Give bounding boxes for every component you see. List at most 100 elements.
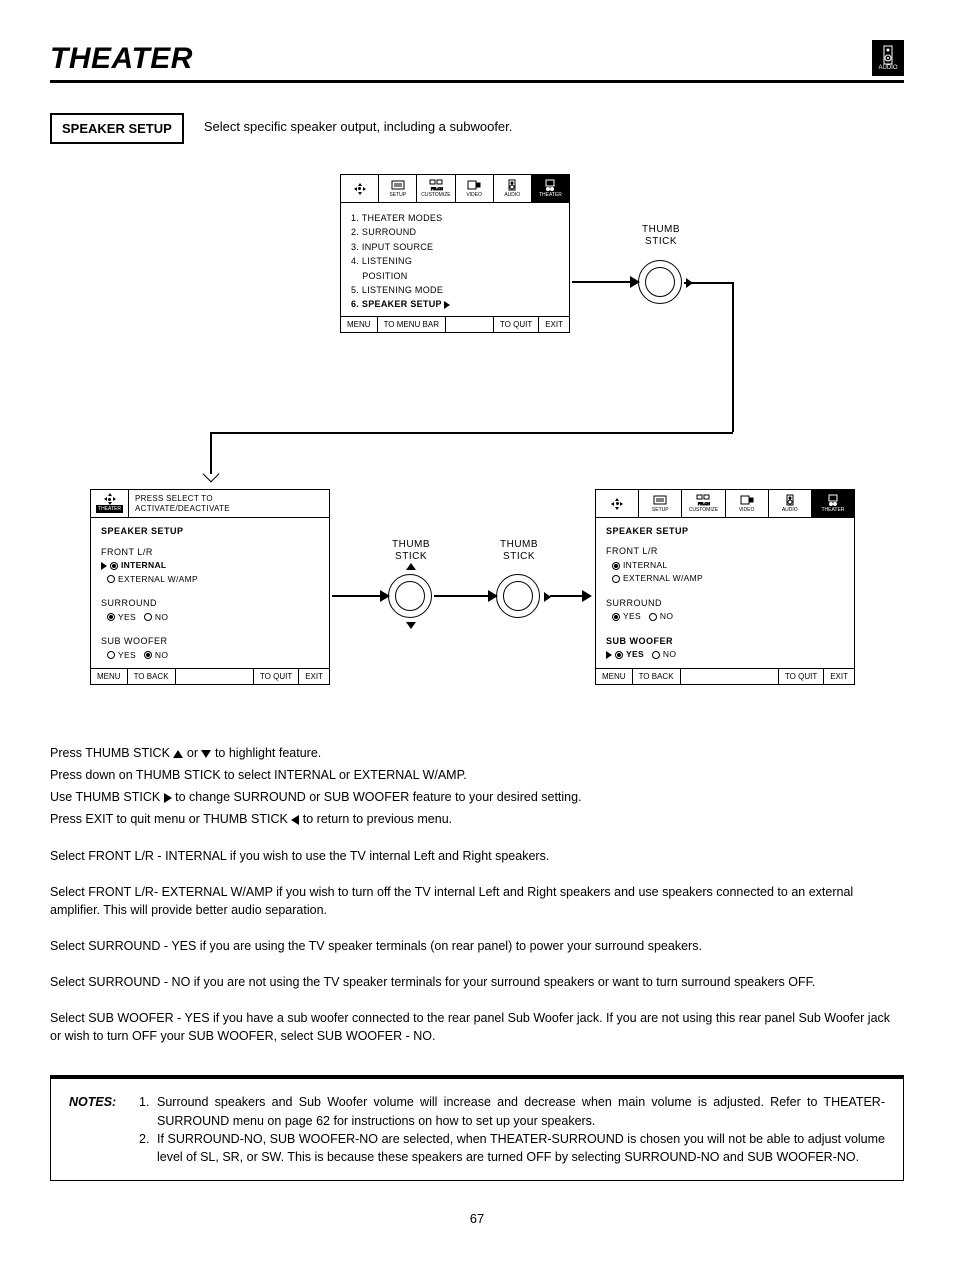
menu-tab-setup: SETUP bbox=[379, 175, 417, 202]
instr-line: Press EXIT to quit menu or THUMB STICK t… bbox=[50, 810, 904, 828]
instr-line: Press down on THUMB STICK to select INTE… bbox=[50, 766, 904, 784]
nav-icon bbox=[105, 494, 115, 504]
up-triangle-icon bbox=[173, 750, 183, 758]
svg-text:FR.CH: FR.CH bbox=[698, 501, 710, 506]
menu-tab-video: VIDEO bbox=[726, 490, 769, 517]
panel-heading: SPEAKER SETUP bbox=[101, 524, 319, 538]
footer-cell: TO QUIT bbox=[494, 317, 539, 332]
radio-icon bbox=[144, 651, 152, 659]
footer-cell: MENU bbox=[596, 669, 633, 684]
menu-item: 1. THEATER MODES bbox=[351, 211, 559, 225]
instr-para: Select FRONT L/R- EXTERNAL W/AMP if you … bbox=[50, 883, 904, 919]
instr-line: Press THUMB STICK or to highlight featur… bbox=[50, 744, 904, 762]
footer-cell: EXIT bbox=[539, 317, 569, 332]
top-panel-footer: MENUTO MENU BARTO QUITEXIT bbox=[341, 316, 569, 332]
menu-tab-customize: FR.CHCUSTOMIZE bbox=[682, 490, 725, 517]
theater-tab-icon: THEATER bbox=[96, 505, 123, 513]
radio-icon bbox=[649, 613, 657, 621]
option-row: INTERNAL bbox=[101, 559, 319, 573]
top-menu-panel: SETUPFR.CHCUSTOMIZEVIDEOAUDIOTHEATER 1. … bbox=[340, 174, 570, 333]
group-front: FRONT L/R bbox=[101, 545, 319, 559]
note-text: If SURROUND-NO, SUB WOOFER-NO are select… bbox=[157, 1130, 885, 1166]
section-row: SPEAKER SETUP Select specific speaker ou… bbox=[50, 113, 904, 144]
menu-tab-theater: THEATER bbox=[532, 175, 569, 202]
panel-heading: SPEAKER SETUP bbox=[606, 524, 844, 538]
group-surround: SURROUND bbox=[101, 596, 319, 610]
footer-cell: EXIT bbox=[824, 669, 854, 684]
down-triangle-icon bbox=[201, 750, 211, 758]
top-panel-body: 1. THEATER MODES2. SURROUND3. INPUT SOUR… bbox=[341, 203, 569, 316]
group-front: FRONT L/R bbox=[606, 544, 844, 558]
footer-cell: MENU bbox=[341, 317, 378, 332]
instr-para: Select SUB WOOFER - YES if you have a su… bbox=[50, 1009, 904, 1045]
group-subwoofer: SUB WOOFER bbox=[606, 634, 844, 648]
footer-cell: TO BACK bbox=[128, 669, 176, 684]
nav-tab bbox=[341, 175, 379, 202]
notes-box: NOTES: 1. Surround speakers and Sub Woof… bbox=[50, 1075, 904, 1181]
left-panel-hint: PRESS SELECT TO ACTIVATE/DEACTIVATE bbox=[129, 490, 236, 517]
page-title: THEATER bbox=[50, 42, 193, 76]
group-subwoofer: SUB WOOFER bbox=[101, 634, 319, 648]
menu-item: 4. LISTENING bbox=[351, 254, 559, 268]
footer-cell: TO BACK bbox=[633, 669, 681, 684]
footer-cell: TO QUIT bbox=[254, 669, 299, 684]
radio-icon bbox=[110, 562, 118, 570]
option-row: YES NO bbox=[606, 648, 844, 662]
left-triangle-icon bbox=[291, 815, 299, 825]
nav-tab bbox=[596, 490, 639, 517]
page-number: 67 bbox=[50, 1211, 904, 1226]
menu-tabs: SETUPFR.CHCUSTOMIZEVIDEOAUDIOTHEATER bbox=[341, 175, 569, 203]
left-panel-body: SPEAKER SETUP FRONT L/RINTERNALEXTERNAL W… bbox=[91, 518, 329, 668]
radio-icon bbox=[615, 651, 623, 659]
radio-icon bbox=[612, 562, 620, 570]
radio-icon bbox=[652, 651, 660, 659]
menu-item: 5. LISTENING MODE bbox=[351, 283, 559, 297]
group-surround: SURROUND bbox=[606, 596, 844, 610]
thumb-stick-top bbox=[638, 260, 682, 304]
menu-tab-setup: SETUP bbox=[639, 490, 682, 517]
option-row: YES NO bbox=[101, 611, 319, 625]
section-description: Select specific speaker output, includin… bbox=[204, 113, 513, 134]
instr-para: Select SURROUND - YES if you are using t… bbox=[50, 937, 904, 955]
footer-cell: TO QUIT bbox=[779, 669, 824, 684]
menu-tab-audio: AUDIO bbox=[769, 490, 812, 517]
section-label: SPEAKER SETUP bbox=[50, 113, 184, 144]
thumb-stick-mid1 bbox=[388, 574, 432, 618]
instr-para: Select SURROUND - NO if you are not usin… bbox=[50, 973, 904, 991]
radio-icon bbox=[107, 613, 115, 621]
page-header: THEATER AUDIO bbox=[50, 40, 904, 83]
left-panel-footer: MENUTO BACK TO QUITEXIT bbox=[91, 668, 329, 684]
right-menu-tabs: SETUPFR.CHCUSTOMIZEVIDEOAUDIOTHEATER bbox=[596, 490, 854, 518]
instructions-block: Press THUMB STICK or to highlight featur… bbox=[50, 744, 904, 1045]
option-row: INTERNAL bbox=[606, 559, 844, 573]
diagram-area: SETUPFR.CHCUSTOMIZEVIDEOAUDIOTHEATER 1. … bbox=[50, 174, 904, 724]
radio-icon bbox=[612, 613, 620, 621]
menu-tab-video: VIDEO bbox=[456, 175, 494, 202]
note-text: Surround speakers and Sub Woofer volume … bbox=[157, 1093, 885, 1129]
note-number: 1. bbox=[139, 1093, 157, 1129]
footer-cell: MENU bbox=[91, 669, 128, 684]
menu-item: 6. SPEAKER SETUP bbox=[351, 297, 559, 311]
menu-tab-theater: THEATER bbox=[812, 490, 854, 517]
note-number: 2. bbox=[139, 1130, 157, 1166]
radio-icon bbox=[107, 575, 115, 583]
radio-icon bbox=[107, 651, 115, 659]
footer-cell: EXIT bbox=[299, 669, 329, 684]
notes-label: NOTES: bbox=[69, 1093, 139, 1129]
menu-tab-audio: AUDIO bbox=[494, 175, 532, 202]
radio-icon bbox=[144, 613, 152, 621]
thumb-stick-label-mid2: THUMB STICK bbox=[500, 539, 538, 563]
menu-item: 3. INPUT SOURCE bbox=[351, 240, 559, 254]
right-menu-panel: SETUPFR.CHCUSTOMIZEVIDEOAUDIOTHEATER SPE… bbox=[595, 489, 855, 685]
audio-icon: AUDIO bbox=[872, 40, 904, 76]
instr-line: Use THUMB STICK to change SURROUND or SU… bbox=[50, 788, 904, 806]
option-row: EXTERNAL W/AMP bbox=[101, 573, 319, 587]
right-panel-footer: MENUTO BACK TO QUITEXIT bbox=[596, 668, 854, 684]
svg-text:FR.CH: FR.CH bbox=[431, 186, 443, 191]
radio-icon bbox=[612, 575, 620, 583]
thumb-stick-label-mid1: THUMB STICK bbox=[392, 539, 430, 563]
thumb-stick-label-top: THUMB STICK bbox=[642, 224, 680, 248]
option-row: EXTERNAL W/AMP bbox=[606, 572, 844, 586]
menu-tab-customize: FR.CHCUSTOMIZE bbox=[417, 175, 455, 202]
right-panel-body: SPEAKER SETUP FRONT L/RINTERNALEXTERNAL W… bbox=[596, 518, 854, 668]
